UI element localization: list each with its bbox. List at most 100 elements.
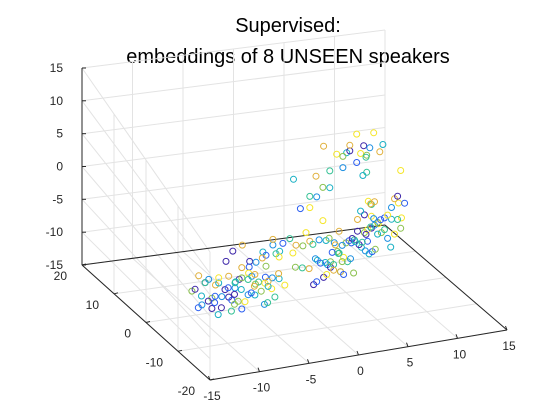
- data-point-speaker-5: [231, 279, 239, 287]
- data-point-speaker-4: [351, 238, 359, 246]
- x-tick-mark: [257, 367, 260, 372]
- grid-line-floor-y: [177, 303, 477, 352]
- data-point-speaker-1: [394, 192, 402, 200]
- data-point-speaker-4: [214, 311, 222, 319]
- x-tick-label: 5: [407, 356, 414, 370]
- x-tick-label: 15: [502, 339, 516, 353]
- data-point-speaker-5: [367, 223, 375, 231]
- data-point-speaker-4: [379, 141, 387, 148]
- y-tick-label: 20: [54, 269, 68, 283]
- data-point-speaker-4: [387, 243, 395, 251]
- data-point-speaker-5: [255, 278, 263, 286]
- z-tick-label: 0: [56, 160, 63, 174]
- data-point-speaker-5: [381, 226, 388, 234]
- data-point-speaker-2: [401, 199, 409, 207]
- data-point-speaker-7: [305, 265, 313, 273]
- data-point-speaker-2: [317, 259, 324, 267]
- data-points: [188, 129, 409, 319]
- data-point-speaker-8: [302, 229, 310, 237]
- data-point-speaker-3: [313, 193, 321, 201]
- data-point-speaker-5: [362, 153, 370, 161]
- data-point-speaker-6: [339, 152, 347, 160]
- data-point-speaker-5: [326, 167, 334, 175]
- data-point-speaker-3: [252, 258, 260, 266]
- grid-line-sidewall-z: [81, 231, 211, 360]
- data-point-speaker-7: [195, 272, 203, 280]
- z-tick-label: 15: [50, 61, 64, 75]
- data-point-speaker-3: [338, 241, 346, 249]
- data-point-speaker-6: [262, 262, 270, 270]
- data-point-speaker-8: [340, 253, 348, 261]
- data-point-speaker-3: [268, 274, 276, 282]
- data-point-speaker-4: [290, 175, 297, 183]
- data-point-speaker-7: [264, 277, 272, 285]
- data-point-speaker-7: [238, 241, 246, 249]
- data-point-speaker-7: [292, 241, 300, 249]
- data-point-speaker-7: [225, 272, 233, 280]
- data-point-speaker-4: [215, 279, 223, 287]
- back-floor-edge: [81, 224, 386, 266]
- data-point-speaker-7: [238, 264, 246, 272]
- data-point-speaker-4: [264, 282, 272, 290]
- data-point-speaker-5: [358, 238, 366, 246]
- data-point-speaker-4: [326, 184, 334, 192]
- data-point-speaker-3: [315, 236, 323, 244]
- grid-line-sidewall-z: [81, 67, 211, 253]
- data-point-speaker-8: [397, 167, 405, 174]
- data-point-speaker-1: [231, 290, 238, 298]
- data-point-speaker-6: [299, 242, 307, 250]
- z-tick-label: 5: [56, 127, 63, 141]
- data-point-speaker-5: [244, 276, 252, 283]
- data-point-speaker-2: [340, 271, 348, 278]
- x-tick-label: 10: [453, 347, 467, 361]
- data-point-speaker-4: [359, 172, 367, 179]
- data-point-speaker-5: [271, 293, 279, 301]
- grid-line-floor-y: [145, 277, 447, 323]
- grid-line-backwall-z: [81, 159, 386, 200]
- data-point-speaker-8: [391, 230, 398, 238]
- data-point-speaker-3: [311, 255, 319, 263]
- data-point-speaker-8: [306, 204, 314, 212]
- grid-line-backwall-z: [81, 62, 386, 102]
- data-point-speaker-7: [312, 172, 320, 180]
- chart-title-line-1: Supervised:: [235, 15, 341, 37]
- data-point-speaker-2: [313, 278, 321, 286]
- data-point-speaker-6: [338, 258, 346, 266]
- data-point-speaker-6: [319, 183, 327, 191]
- data-point-speaker-8: [398, 214, 405, 222]
- z-tick-label: -10: [46, 225, 64, 239]
- data-point-speaker-8: [357, 150, 365, 157]
- data-point-speaker-1: [229, 247, 237, 255]
- data-point-speaker-3: [339, 164, 347, 172]
- y-tick-label: -20: [178, 384, 196, 398]
- data-point-speaker-7: [354, 216, 361, 223]
- chart-title-line-2: embeddings of 8 UNSEEN speakers: [126, 46, 450, 68]
- data-point-speaker-8: [319, 217, 327, 225]
- data-point-speaker-7: [331, 241, 339, 249]
- x-tick-label: -15: [203, 389, 221, 403]
- data-point-speaker-8: [323, 271, 331, 278]
- y-tick-label: -10: [146, 355, 164, 369]
- data-point-speaker-1: [222, 257, 230, 265]
- data-point-speaker-6: [350, 269, 358, 277]
- data-point-speaker-6: [257, 287, 265, 295]
- data-point-speaker-2: [238, 305, 246, 313]
- data-point-speaker-8: [281, 281, 289, 289]
- data-point-speaker-5: [334, 250, 342, 257]
- x-tick-mark: [406, 342, 409, 347]
- z-tick-label: -15: [46, 258, 64, 272]
- data-point-speaker-4: [275, 275, 283, 283]
- data-point-speaker-3: [366, 144, 374, 152]
- grid-line-sidewall-z: [81, 133, 211, 296]
- data-point-speaker-3: [347, 255, 354, 263]
- data-point-speaker-8: [374, 220, 382, 228]
- data-point-speaker-5: [394, 216, 402, 223]
- y-tick-mark: [113, 292, 119, 295]
- data-point-speaker-1: [360, 211, 368, 219]
- data-point-speaker-4: [374, 230, 382, 238]
- data-point-speaker-5: [298, 264, 306, 272]
- data-point-speaker-7: [367, 200, 375, 208]
- x-tick-mark: [307, 359, 310, 364]
- data-point-speaker-8: [333, 150, 341, 158]
